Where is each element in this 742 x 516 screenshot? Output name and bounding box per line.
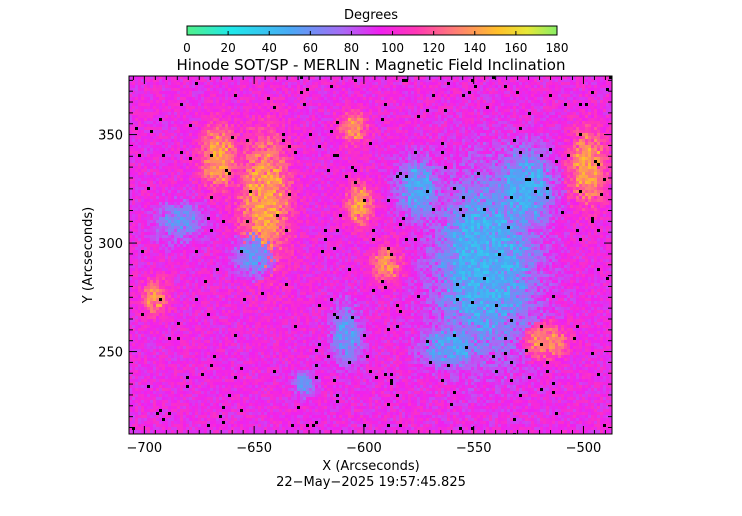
y-axis-label: Y (Arcseconds) [81,207,96,304]
colorbar-tick-label: 180 [546,41,569,55]
colorbar-tick-label: 0 [183,41,191,55]
colorbar-tick-label: 160 [504,41,527,55]
colorbar-tick-label: 20 [220,41,235,55]
x-tick-label: −650 [236,441,272,456]
timestamp: 22−May−2025 19:57:45.825 [276,475,466,490]
x-tick-label: −600 [346,441,382,456]
colorbar-tick-label: 100 [381,41,404,55]
colorbar-tick-label: 60 [303,41,318,55]
x-tick-label: −550 [456,441,492,456]
chart-title: Hinode SOT/SP - MERLIN : Magnetic Field … [177,56,566,74]
colorbar [187,26,557,35]
colorbar-tick-label: 120 [422,41,445,55]
y-tick-label: 250 [98,346,123,361]
y-tick-label: 300 [98,237,123,252]
colorbar-tick-label: 80 [344,41,359,55]
y-tick-label: 350 [98,129,123,144]
x-tick-label: −500 [566,441,602,456]
inclination-heatmap [129,76,612,436]
x-axis-label: X (Arcseconds) [322,459,419,474]
colorbar-tick-label: 40 [262,41,277,55]
colorbar-title: Degrees [344,8,398,23]
x-tick-label: −700 [127,441,163,456]
colorbar-tick-label: 140 [463,41,486,55]
